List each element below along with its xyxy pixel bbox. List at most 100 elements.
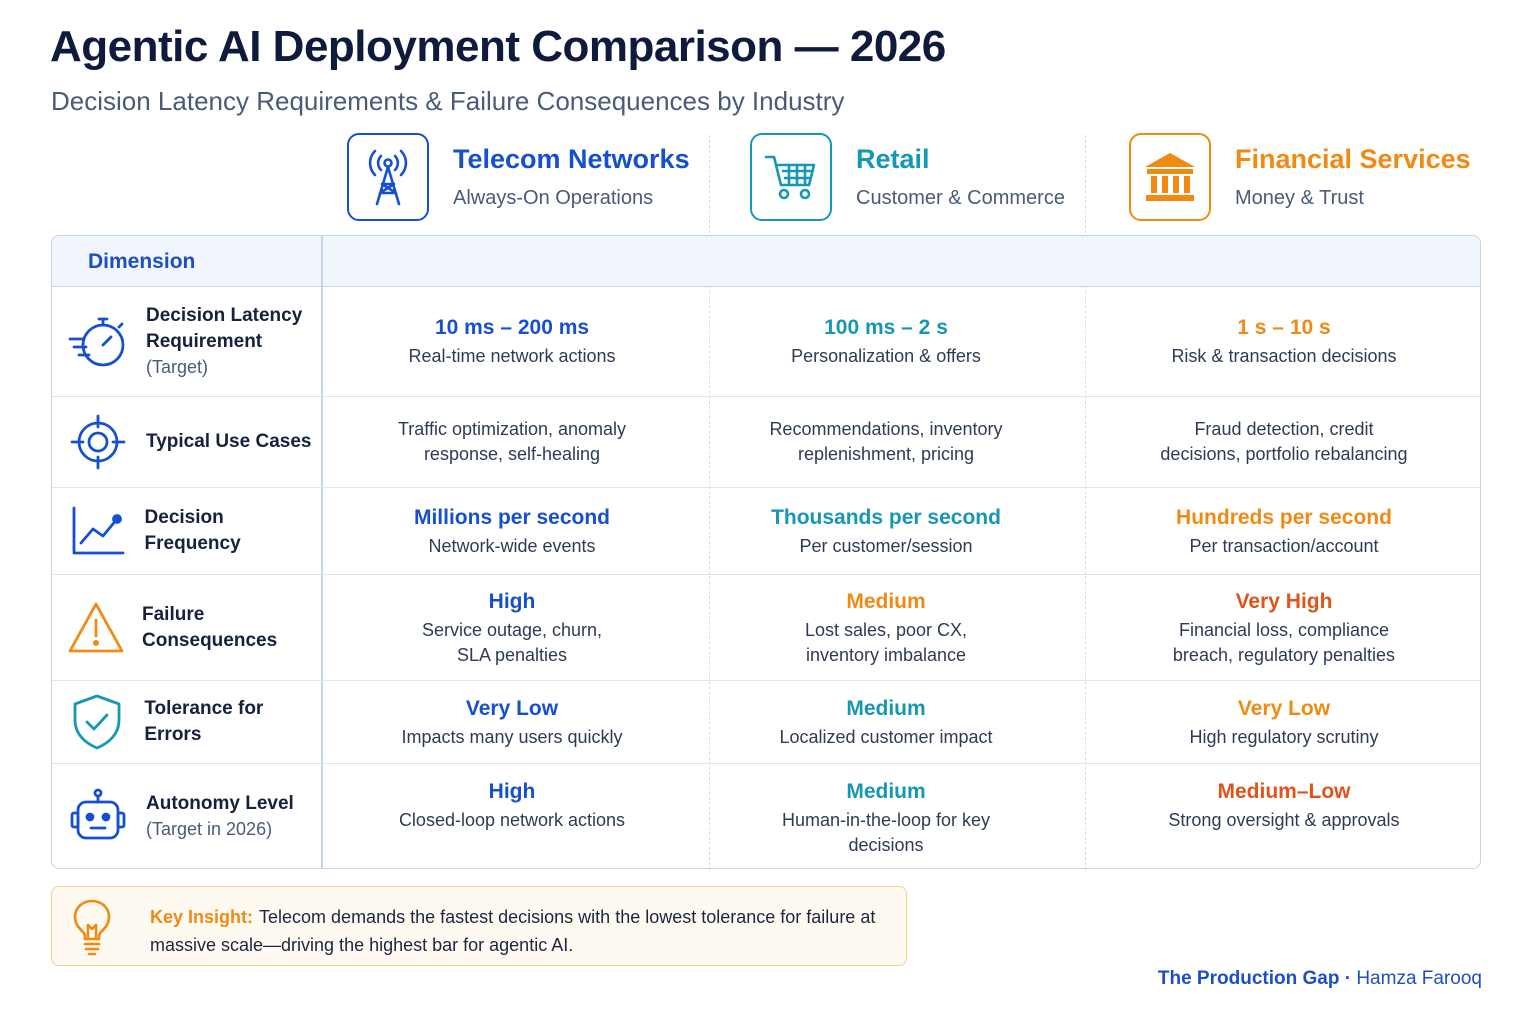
cell-description: Per transaction/account (1189, 535, 1379, 556)
cell-text: replenishment, pricing (797, 444, 975, 464)
cell-text: Lost sales, poor CX, (804, 619, 968, 640)
warning-icon (66, 596, 126, 660)
table-cell: Fraud detection, credit decisions, portf… (1086, 397, 1480, 487)
cell-value: Medium–Low (1217, 780, 1351, 803)
table-cell: Medium–Low Strong oversight & approvals (1086, 764, 1480, 868)
column-subtitle: Always-On Operations (453, 187, 654, 209)
table-cell: Very Low High regulatory scrutiny (1086, 681, 1480, 763)
line-chart-icon (66, 499, 129, 563)
table-cell: Thousands per second Per customer/sessio… (710, 488, 1062, 574)
column-header-retail: Retail Customer & Commerce (750, 132, 1065, 222)
cell-description: Localized customer impact (779, 726, 993, 747)
cell-description: Impacts many users quickly (401, 726, 623, 747)
cell-value: High (488, 780, 536, 803)
table-cell: Hundreds per second Per transaction/acco… (1086, 488, 1480, 574)
column-name: Telecom Networks (453, 144, 690, 174)
cell-text: Recommendations, inventory (769, 419, 1003, 439)
shield-check-icon (66, 690, 128, 754)
table-header: Dimension (52, 236, 1480, 287)
cell-value: 1 s – 10 s (1237, 316, 1331, 339)
cell-text: response, self-healing (423, 444, 601, 464)
key-insight-box: Key Insight: Telecom demands the fastest … (51, 886, 907, 966)
table-row: Autonomy Level (Target in 2026) High Clo… (52, 764, 1480, 868)
cell-text: breach, regulatory penalties (1172, 644, 1396, 665)
table-cell: High Service outage, churn, SLA penaltie… (322, 575, 702, 680)
cell-text: Strong oversight & approvals (1168, 810, 1400, 830)
dimension-header: Dimension (88, 250, 196, 273)
cell-value: Millions per second (413, 505, 611, 529)
insight-body: Telecom demands the fastest decisions wi… (150, 907, 876, 955)
column-divider (1085, 135, 1086, 870)
table-cell: 100 ms – 2 s Personalization & offers (710, 287, 1062, 396)
insight-label: Key Insight: (150, 907, 254, 927)
table-row: Typical Use Cases Traffic optimization, … (52, 397, 1480, 488)
target-icon (66, 410, 130, 474)
dimension-note: (Target) (146, 357, 209, 377)
table-cell: Medium Human-in-the-loop for key decisio… (710, 764, 1062, 868)
table-cell: Millions per second Network-wide events (322, 488, 702, 574)
cell-description: Risk & transaction decisions (1171, 346, 1397, 366)
cell-text: Closed-loop network actions (398, 810, 626, 830)
cell-value: Very High (1235, 589, 1333, 613)
column-divider (709, 135, 710, 870)
column-header-financial: Financial Services Money & Trust (1129, 132, 1471, 222)
table-cell: High Closed-loop network actions (322, 764, 702, 868)
cell-description: Network-wide events (428, 535, 596, 556)
page-subtitle: Decision Latency Requirements & Failure … (51, 86, 845, 116)
bank-icon (1129, 133, 1211, 221)
cell-text: decisions (848, 835, 924, 855)
comparison-table: Dimension Decision Latency Requirement (… (51, 235, 1481, 869)
cell-value: Thousands per second (771, 505, 1001, 529)
stopwatch-icon (66, 310, 130, 374)
lightbulb-icon (70, 897, 114, 957)
cell-value: Hundreds per second (1176, 505, 1392, 529)
footer-author: Hamza Farooq (1356, 968, 1482, 989)
column-header-telecom: Telecom Networks Always-On Operations (347, 132, 690, 222)
table-cell: 10 ms – 200 ms Real-time network actions (322, 287, 702, 396)
table-cell: Traffic optimization, anomaly response, … (322, 397, 702, 487)
table-cell: Medium Localized customer impact (710, 681, 1062, 763)
table-row: Failure Consequences High Service outage… (52, 575, 1480, 681)
dimension-label: Decision Frequency (144, 507, 241, 554)
dimension-label: Failure Consequences (142, 603, 278, 651)
column-name: Retail (856, 144, 930, 174)
cell-description: Per customer/session (799, 535, 973, 556)
footer-brand: The Production Gap (1157, 968, 1340, 989)
cell-value: Medium (846, 589, 926, 613)
cell-text: inventory imbalance (805, 644, 967, 665)
table-row: Decision Frequency Millions per second N… (52, 488, 1480, 575)
column-subtitle: Customer & Commerce (856, 187, 1065, 209)
cell-text: Financial loss, compliance (1178, 619, 1390, 640)
column-subtitle: Money & Trust (1235, 187, 1364, 209)
cell-text: Human-in-the-loop for key (781, 810, 991, 830)
cell-value: Very Low (1237, 696, 1331, 720)
table-row: Decision Latency Requirement (Target) 10… (52, 287, 1480, 397)
cell-value: 10 ms – 200 ms (434, 316, 590, 339)
footer-separator: · (1344, 968, 1352, 989)
dimension-label: Tolerance for Errors (144, 698, 264, 745)
cell-value: Medium (846, 696, 926, 720)
cell-description: High regulatory scrutiny (1189, 726, 1379, 747)
cell-value: Very Low (465, 696, 559, 720)
cell-value: 100 ms – 2 s (824, 316, 948, 339)
dimension-column-divider (321, 236, 323, 868)
cell-tower-icon (347, 133, 429, 221)
dimension-note: (Target in 2026) (146, 819, 273, 839)
dimension-label: Typical Use Cases (146, 431, 312, 452)
shopping-cart-icon (750, 133, 832, 221)
cell-description: Personalization & offers (791, 346, 981, 366)
table-cell: Very Low Impacts many users quickly (322, 681, 702, 763)
cell-text: Traffic optimization, anomaly (397, 419, 627, 439)
cell-text: decisions, portfolio rebalancing (1160, 444, 1408, 464)
dimension-label: Decision Latency Requirement (146, 305, 303, 352)
table-cell: 1 s – 10 s Risk & transaction decisions (1086, 287, 1480, 396)
cell-value: Medium (846, 780, 926, 803)
dimension-label: Autonomy Level (146, 793, 294, 814)
footer-credit: The Production Gap · Hamza Farooq (1158, 968, 1482, 990)
cell-text: SLA penalties (456, 644, 568, 665)
table-cell: Medium Lost sales, poor CX, inventory im… (710, 575, 1062, 680)
column-name: Financial Services (1235, 144, 1471, 174)
table-cell: Very High Financial loss, compliance bre… (1086, 575, 1480, 680)
robot-icon (66, 785, 130, 849)
cell-value: High (488, 589, 536, 613)
